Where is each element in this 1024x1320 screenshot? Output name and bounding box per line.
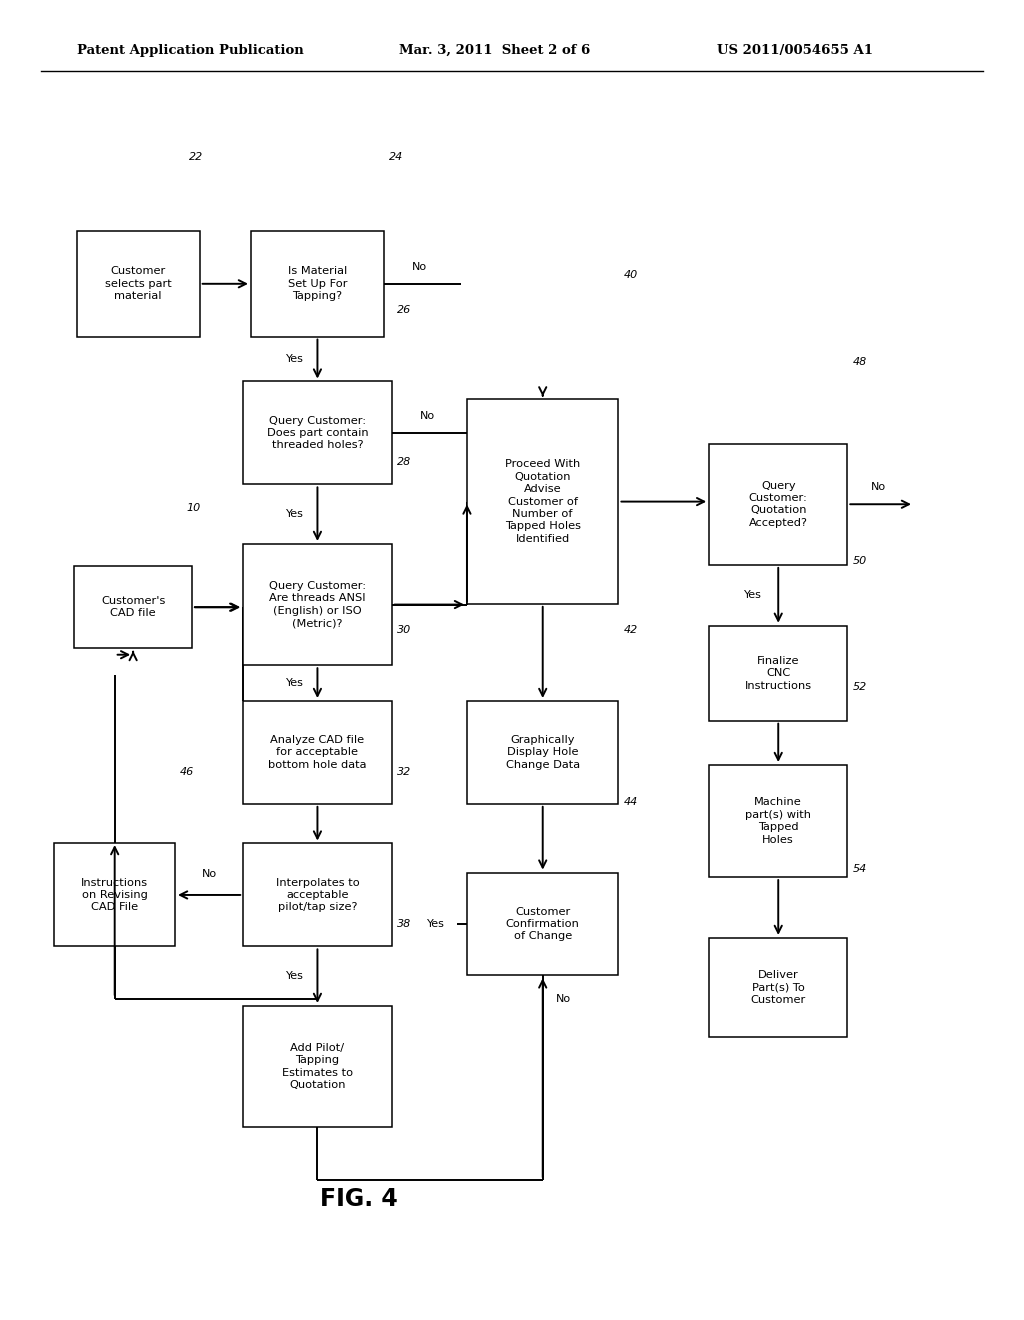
Text: 42: 42	[624, 624, 638, 635]
Text: 30: 30	[397, 624, 411, 635]
Text: No: No	[420, 411, 435, 421]
Text: Customer
Confirmation
of Change: Customer Confirmation of Change	[506, 907, 580, 941]
Text: Customer
selects part
material: Customer selects part material	[104, 267, 172, 301]
Text: Yes: Yes	[743, 590, 762, 601]
Text: 44: 44	[624, 796, 638, 807]
Text: Interpolates to
acceptable
pilot/tap size?: Interpolates to acceptable pilot/tap siz…	[275, 878, 359, 912]
Text: Deliver
Part(s) To
Customer: Deliver Part(s) To Customer	[751, 970, 806, 1005]
Text: 10: 10	[186, 503, 201, 513]
Bar	[467, 399, 618, 605]
Bar	[244, 843, 391, 946]
Bar	[251, 231, 384, 337]
Text: Patent Application Publication: Patent Application Publication	[77, 44, 303, 57]
Bar	[54, 843, 175, 946]
Bar	[244, 381, 391, 484]
Text: 24: 24	[389, 152, 403, 162]
Text: Query Customer:
Does part contain
threaded holes?: Query Customer: Does part contain thread…	[266, 416, 369, 450]
Bar	[709, 764, 848, 876]
Text: 50: 50	[852, 556, 866, 566]
Bar	[467, 701, 618, 804]
Bar	[77, 231, 200, 337]
Text: No: No	[870, 482, 886, 492]
Text: 32: 32	[397, 767, 411, 777]
Text: Proceed With
Quotation
Advise
Customer of
Number of
Tapped Holes
Identified: Proceed With Quotation Advise Customer o…	[505, 459, 581, 544]
Text: Yes: Yes	[286, 354, 304, 364]
Text: 26: 26	[397, 305, 411, 315]
Text: Yes: Yes	[286, 678, 304, 688]
Text: Yes: Yes	[286, 972, 304, 981]
Text: Graphically
Display Hole
Change Data: Graphically Display Hole Change Data	[506, 735, 580, 770]
Text: Machine
part(s) with
Tapped
Holes: Machine part(s) with Tapped Holes	[745, 797, 811, 845]
Text: Add Pilot/
Tapping
Estimates to
Quotation: Add Pilot/ Tapping Estimates to Quotatio…	[282, 1043, 353, 1090]
Bar	[244, 701, 391, 804]
Bar	[244, 1006, 391, 1127]
Text: 28: 28	[397, 457, 411, 467]
Text: No: No	[202, 869, 217, 879]
Text: Query
Customer:
Quotation
Accepted?: Query Customer: Quotation Accepted?	[749, 480, 808, 528]
Text: 22: 22	[189, 152, 204, 162]
Bar	[709, 937, 848, 1038]
Text: No: No	[556, 994, 570, 1005]
Bar	[709, 626, 848, 721]
Text: Analyze CAD file
for acceptable
bottom hole data: Analyze CAD file for acceptable bottom h…	[268, 735, 367, 770]
Text: Yes: Yes	[286, 510, 304, 519]
Text: 38: 38	[397, 919, 411, 929]
Bar	[467, 873, 618, 975]
Text: 46: 46	[180, 767, 195, 777]
Bar	[709, 444, 848, 565]
Text: Finalize
CNC
Instructions: Finalize CNC Instructions	[744, 656, 812, 690]
Text: US 2011/0054655 A1: US 2011/0054655 A1	[717, 44, 872, 57]
Text: 52: 52	[852, 682, 866, 692]
Text: 40: 40	[624, 271, 638, 281]
Text: Is Material
Set Up For
Tapping?: Is Material Set Up For Tapping?	[288, 267, 347, 301]
Text: 48: 48	[852, 356, 866, 367]
Text: No: No	[413, 261, 427, 272]
Bar	[75, 566, 193, 648]
Text: Yes: Yes	[427, 919, 445, 929]
Text: FIG. 4: FIG. 4	[319, 1187, 397, 1210]
Text: Query Customer:
Are threads ANSI
(English) or ISO
(Metric)?: Query Customer: Are threads ANSI (Englis…	[269, 581, 366, 628]
Text: Mar. 3, 2011  Sheet 2 of 6: Mar. 3, 2011 Sheet 2 of 6	[399, 44, 591, 57]
Text: Instructions
on Revising
CAD File: Instructions on Revising CAD File	[81, 878, 148, 912]
Bar	[244, 544, 391, 665]
Text: Customer's
CAD file: Customer's CAD file	[101, 597, 165, 618]
Text: 54: 54	[852, 865, 866, 875]
